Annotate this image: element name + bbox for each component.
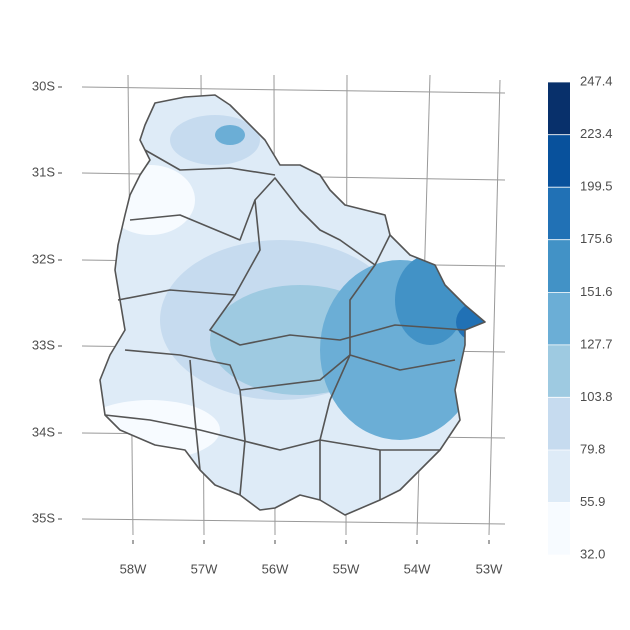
parallel [81,86,506,94]
legend-label: 55.9 [580,494,605,509]
field-high [215,125,245,145]
legend-label: 247.4 [580,73,613,88]
lat-label: 34S [32,424,55,439]
legend-bin [548,187,570,240]
parallel [81,518,506,525]
meridian [488,79,501,536]
lon-label: 53W [476,561,503,576]
lat-label: 35S [32,510,55,525]
legend-bin [548,292,570,345]
country-border [99,94,486,516]
field [100,95,485,515]
legend-label: 79.8 [580,441,605,456]
field-high [395,255,465,345]
lat-label: 30S [32,78,55,93]
lon-label: 57W [191,561,218,576]
dept-border [239,389,246,496]
legend-bin [548,450,570,503]
field-low [230,440,370,500]
departments [99,94,486,516]
lat-label: 33S [32,337,55,352]
dept-border [349,264,456,371]
dept-border [209,294,466,346]
legend-label: 199.5 [580,179,613,194]
dept-border [189,359,201,471]
legend-bin [548,82,570,135]
dept-border [124,349,351,391]
legend-label: 127.7 [580,336,613,351]
dept-border [129,177,391,266]
lon-label: 54W [404,561,431,576]
legend-label: 32.0 [580,546,605,561]
dept-border [104,414,440,451]
lat-label: 31S [32,164,55,179]
dept-border [319,354,351,500]
legend-bin [548,134,570,188]
legend-bin [548,344,570,398]
legend-bin [548,239,570,293]
legend-label: 151.6 [580,284,613,299]
lat-label: 32S [32,251,55,266]
legend-bin [548,502,570,555]
legend-label: 103.8 [580,389,613,404]
lon-label: 58W [120,561,147,576]
field-low [105,165,195,235]
legend-label: 223.4 [580,126,613,141]
legend-label: 175.6 [580,231,613,246]
lon-label: 56W [262,561,289,576]
lon-label: 55W [333,561,360,576]
legend-bin [548,397,570,451]
dept-border [144,149,276,176]
